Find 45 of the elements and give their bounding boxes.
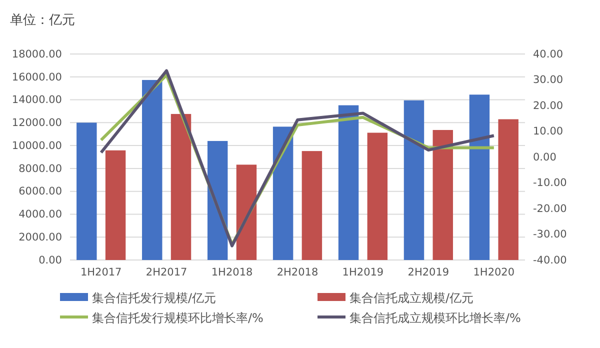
y-tick-label: 12000.00 [12, 117, 62, 130]
legend-label: 集合信托发行规模环比增长率/% [92, 311, 264, 325]
bar [207, 140, 228, 260]
bar [105, 150, 126, 260]
x-tick-label: 1H2020 [473, 266, 515, 278]
y-tick-label: 4000.00 [18, 208, 62, 221]
y2-tick-label: 20.00 [533, 100, 564, 112]
y2-tick-label: -40.00 [533, 254, 567, 266]
y-tick-label: 10000.00 [12, 140, 62, 152]
y-tick-label: 16000.00 [12, 71, 62, 84]
y-tick-label: 18000.00 [12, 48, 62, 60]
y2-tick-label: -10.00 [533, 177, 567, 190]
bar [404, 100, 424, 260]
bar [367, 132, 388, 260]
bar [170, 114, 192, 260]
legend-label: 集合信托成立规模/亿元 [350, 291, 474, 305]
legend-label: 集合信托成立规模环比增长率/% [350, 311, 521, 325]
bar [432, 130, 453, 260]
bar [302, 151, 322, 260]
y2-tick-label: 0.00 [533, 151, 556, 164]
x-tick-label: 1H2018 [211, 266, 253, 278]
y2-tick-label: 10.00 [533, 126, 564, 138]
x-tick-label: 2H2018 [276, 266, 318, 278]
y-tick-label: 2000.00 [18, 231, 62, 244]
x-tick-label: 2H2017 [146, 266, 188, 278]
y2-tick-label: -30.00 [533, 228, 567, 241]
y2-tick-label: 30.00 [533, 74, 564, 86]
x-tick-label: 2H2019 [408, 266, 450, 278]
bar [76, 122, 97, 260]
bar [272, 126, 294, 260]
y-tick-label: 6000.00 [18, 186, 62, 198]
chart-title: 单位：亿元 [10, 13, 75, 28]
bar [236, 164, 257, 260]
y2-tick-label: -20.00 [533, 202, 567, 215]
bar [498, 119, 518, 260]
y2-tick-label: 40.00 [533, 48, 564, 60]
bar [142, 80, 162, 260]
y-tick-label: 8000.00 [18, 162, 62, 175]
bar [338, 105, 359, 260]
x-tick-label: 1H2019 [342, 266, 384, 278]
bar [469, 94, 490, 260]
legend-label: 集合信托发行规模/亿元 [92, 291, 216, 305]
y-tick-label: 0.00 [38, 254, 62, 266]
y-tick-label: 14000.00 [12, 94, 62, 106]
x-tick-label: 1H2017 [80, 266, 122, 278]
